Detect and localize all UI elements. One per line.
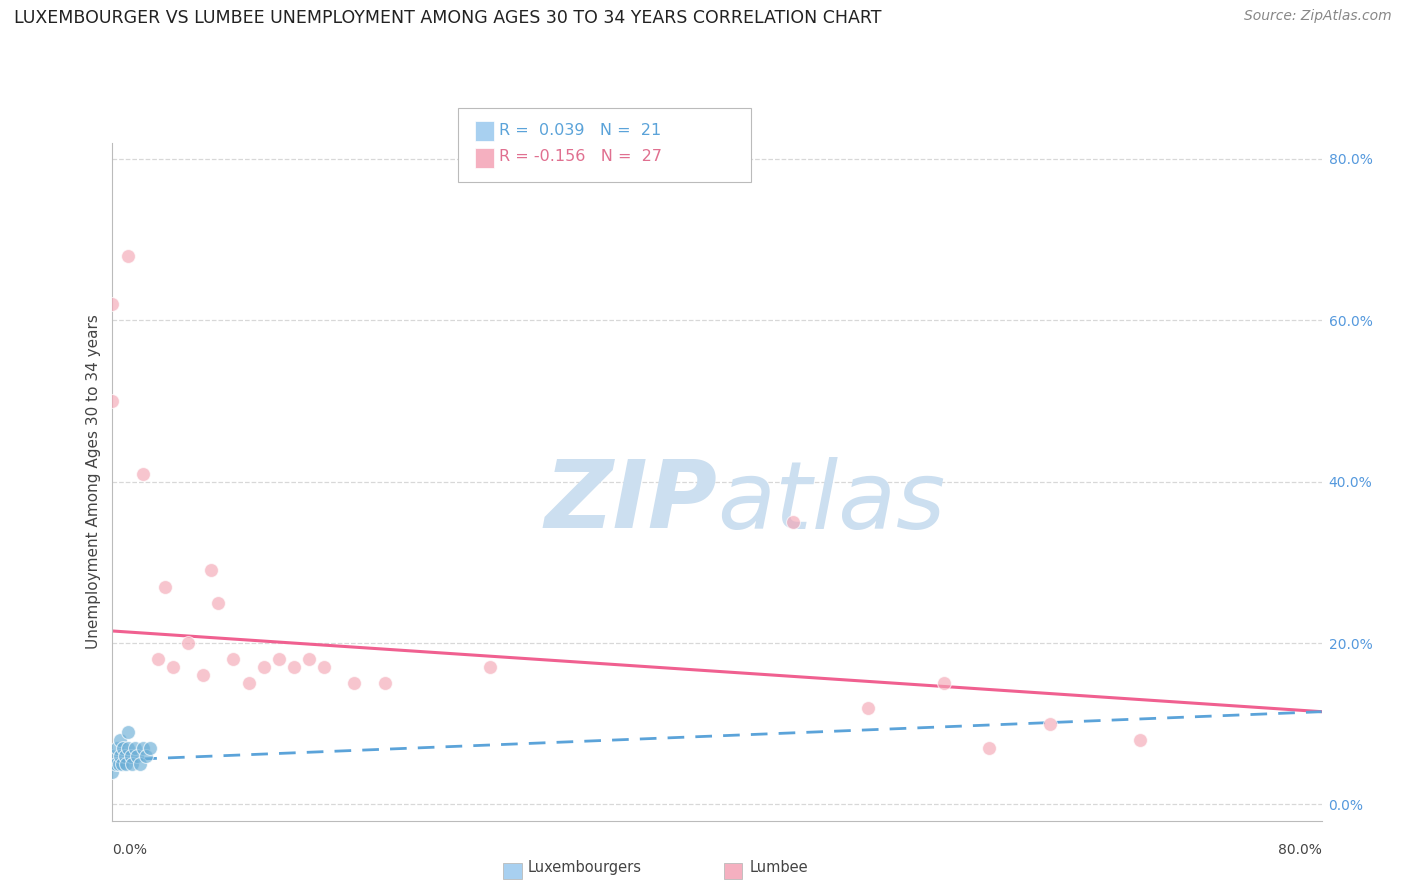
Point <box>162 660 184 674</box>
Point <box>222 652 245 666</box>
Point <box>135 749 157 764</box>
Point <box>139 741 162 756</box>
Point <box>101 765 124 780</box>
Point <box>298 652 321 666</box>
Text: 80.0%: 80.0% <box>1278 843 1322 857</box>
Y-axis label: Unemployment Among Ages 30 to 34 years: Unemployment Among Ages 30 to 34 years <box>86 314 101 649</box>
Point <box>101 394 124 409</box>
Text: Luxembourgers: Luxembourgers <box>527 860 641 874</box>
Point <box>191 668 214 682</box>
Point <box>101 297 124 311</box>
Point <box>132 467 155 481</box>
Point <box>121 757 143 772</box>
Point <box>108 733 131 747</box>
Point <box>128 757 150 772</box>
Text: atlas: atlas <box>717 457 945 548</box>
Point <box>479 660 502 674</box>
Point <box>856 700 880 714</box>
Point <box>107 757 129 772</box>
Point <box>110 757 132 772</box>
Point <box>207 596 229 610</box>
Point <box>117 741 139 756</box>
Point <box>124 741 146 756</box>
Point <box>108 749 131 764</box>
Point <box>782 515 804 529</box>
Point <box>155 580 177 594</box>
Point <box>117 724 139 739</box>
Point <box>253 660 276 674</box>
Point <box>1038 716 1062 731</box>
Point <box>267 652 290 666</box>
Point <box>374 676 396 690</box>
Point <box>120 749 142 764</box>
Point <box>283 660 305 674</box>
Point <box>105 741 128 756</box>
Text: Source: ZipAtlas.com: Source: ZipAtlas.com <box>1244 9 1392 23</box>
Point <box>101 749 124 764</box>
Point <box>977 741 1000 756</box>
Text: 0.0%: 0.0% <box>112 843 148 857</box>
Point <box>146 652 169 666</box>
Point <box>117 249 139 263</box>
Point <box>112 741 135 756</box>
Text: LUXEMBOURGER VS LUMBEE UNEMPLOYMENT AMONG AGES 30 TO 34 YEARS CORRELATION CHART: LUXEMBOURGER VS LUMBEE UNEMPLOYMENT AMON… <box>14 9 882 27</box>
Point <box>932 676 955 690</box>
Point <box>238 676 260 690</box>
Point <box>314 660 336 674</box>
Point <box>115 757 138 772</box>
Text: R =  0.039   N =  21: R = 0.039 N = 21 <box>499 123 661 137</box>
Text: Lumbee: Lumbee <box>749 860 808 874</box>
Point <box>200 564 222 578</box>
Point <box>132 741 155 756</box>
Point <box>177 636 200 650</box>
Text: ZIP: ZIP <box>544 456 717 548</box>
Point <box>343 676 366 690</box>
Point <box>114 749 136 764</box>
Point <box>1129 733 1152 747</box>
Point <box>104 757 127 772</box>
Point <box>125 749 148 764</box>
Text: R = -0.156   N =  27: R = -0.156 N = 27 <box>499 150 662 164</box>
